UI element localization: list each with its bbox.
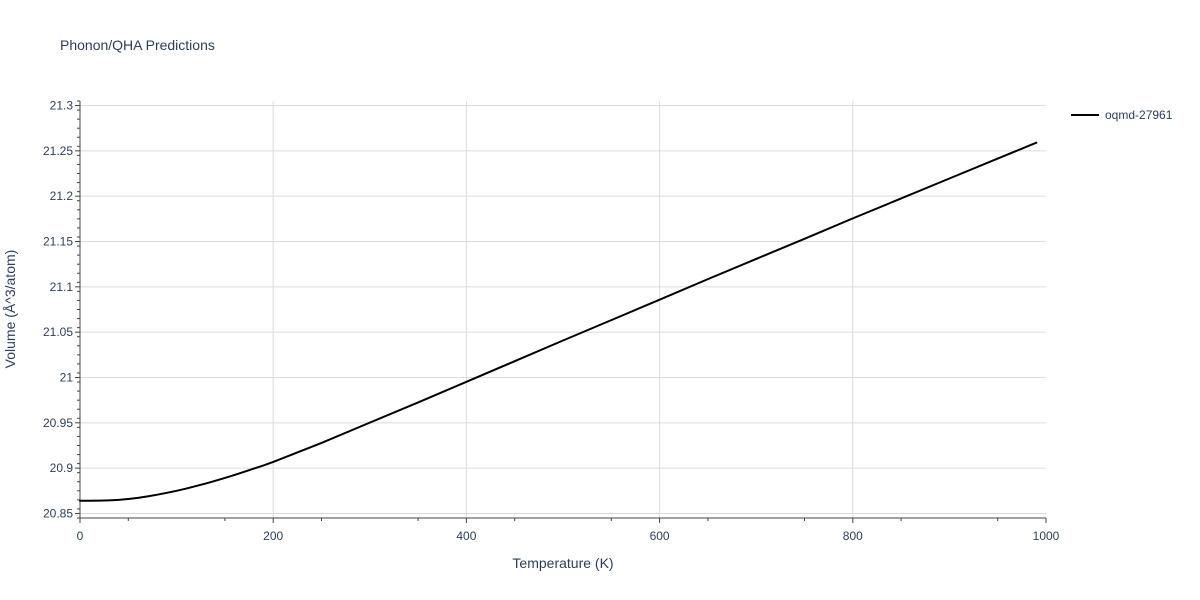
plot-area[interactable] bbox=[79, 141, 1038, 502]
y-tick-label: 21.05 bbox=[43, 325, 73, 339]
y-tick-label: 21.3 bbox=[50, 99, 74, 113]
x-tick-label: 800 bbox=[843, 529, 863, 543]
series-line-oqmd-27961[interactable] bbox=[79, 141, 1038, 502]
y-axis-title: Volume (Å^3/atom) bbox=[2, 250, 18, 369]
y-tick-label: 20.85 bbox=[43, 506, 73, 520]
grid bbox=[80, 101, 1046, 518]
y-tick-label: 21.1 bbox=[50, 280, 74, 294]
y-tick-label: 20.9 bbox=[50, 461, 74, 475]
chart-title: Phonon/QHA Predictions bbox=[60, 37, 215, 53]
x-axis-title: Temperature (K) bbox=[512, 555, 613, 571]
x-tick-label: 0 bbox=[77, 529, 84, 543]
legend[interactable]: oqmd-27961 bbox=[1071, 108, 1173, 122]
y-tick-label: 20.95 bbox=[43, 416, 73, 430]
y-tick-label: 21.2 bbox=[50, 189, 74, 203]
y-tick-label: 21 bbox=[60, 370, 74, 384]
y-tick-label: 21.15 bbox=[43, 235, 73, 249]
x-tick-label: 600 bbox=[650, 529, 670, 543]
x-tick-label: 1000 bbox=[1033, 529, 1060, 543]
axes: 20.85 20.9 20.95 21 21.05 21.1 21.15 21.2 21.25 2… bbox=[43, 99, 1060, 543]
x-tick-label: 400 bbox=[456, 529, 476, 543]
y-tick-label: 21.25 bbox=[43, 144, 73, 158]
x-tick-label: 200 bbox=[263, 529, 283, 543]
legend-label[interactable]: oqmd-27961 bbox=[1105, 108, 1173, 122]
